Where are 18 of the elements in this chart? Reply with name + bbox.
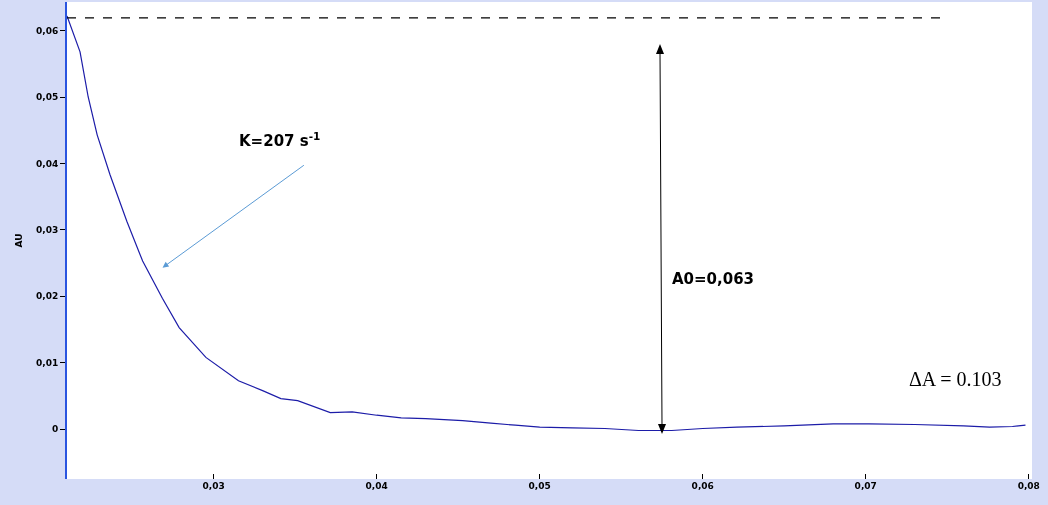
x-tick-label: 0,04 [365,481,388,491]
annotation: K=207 s$^{-1}$ [239,130,321,151]
y-tick-label: 0,06 [35,25,59,36]
line-series [67,15,1027,432]
x-tick-label: 0,05 [528,481,551,491]
annotation: A0=0,063 [672,270,755,288]
x-tick-label: 0,06 [691,481,714,491]
y-axis-title: AU [13,233,24,248]
y-tick-label: 0,05 [35,92,59,103]
y-tick-label: 0,02 [35,291,59,302]
x-tick-label: 0,08 [1017,481,1040,491]
y-tick-label: 0,03 [35,225,59,236]
y-tick-label: 0 [51,424,59,435]
x-tick-label: 0,03 [202,481,225,491]
x-tick-label: 0,07 [854,481,877,491]
annotation: ΔA = 0.103 [909,368,1002,390]
y-tick-label: 0,04 [35,158,59,169]
y-tick-label: 0,01 [35,357,59,368]
